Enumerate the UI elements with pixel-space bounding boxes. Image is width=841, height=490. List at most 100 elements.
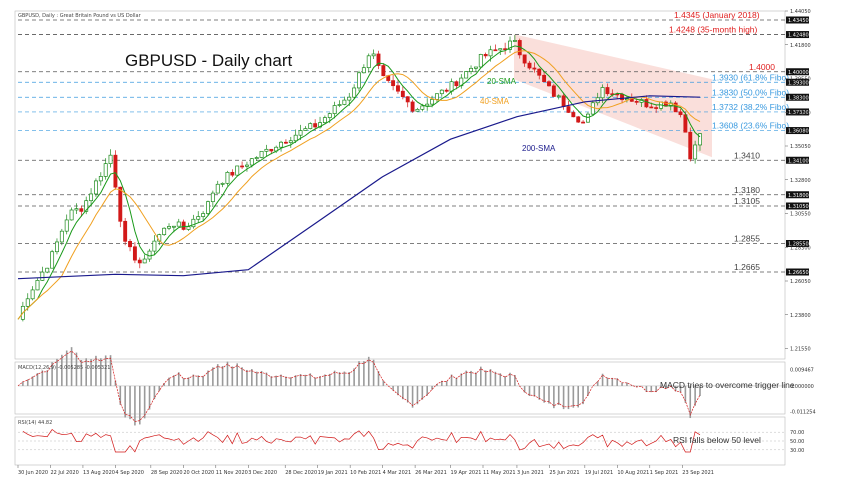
level-label: 1.4248 (35-month high) [669,25,758,35]
macd-series: 0.009467 0.000000 -0.011254 [17,347,816,426]
candle-body [542,74,547,83]
candle-body [698,133,702,146]
candle-body [678,111,683,116]
candle-body [176,221,181,227]
date-tick-label: 28 Dec 2020 [285,470,317,476]
candle-body [381,65,386,77]
candle-body [586,113,590,123]
candle-body [215,183,220,194]
level-label: 1.4000 [749,62,775,72]
candle-body [654,107,659,109]
candle-body [400,90,405,98]
macd-label: MACD(12,26,9) -0.005285 -0.005321 [18,365,110,371]
date-tick-label: 10 Aug 2021 [617,470,649,476]
candle-body [532,67,537,70]
candle-body [366,55,371,69]
candle-body [240,165,245,168]
candle-body [288,140,293,143]
level-lines: 1.4345 (January 2018) 1.4248 (35-month hi… [18,10,789,273]
candle-body [186,226,191,230]
level-label: 1.3410 [734,150,760,160]
candle-body [693,144,698,160]
candle-body [483,54,488,57]
candle-body [45,267,50,273]
candle-body [337,104,342,106]
candle-body [668,102,673,107]
candle-body [308,123,313,129]
date-tick-label: 26 Mar 2021 [415,470,447,476]
level-price-box [786,16,809,24]
candle-body [313,123,318,128]
candle-body [420,105,425,110]
level-label: 1.3830 (50.0% Fibo) [712,87,789,97]
candle-body [347,96,352,101]
candle-body [69,209,74,221]
candle-body [142,258,147,264]
macd-tick-label: 0.009467 [790,368,814,374]
candle-body [415,108,420,112]
level-price-box [786,93,809,101]
date-tick-label: 28 Sep 2020 [151,470,183,476]
candle-body [162,227,167,235]
candle-body [132,246,137,261]
level-price-value: 1.40000 [788,70,809,76]
level-label: 1.3930 (61.8% Fibo) [712,72,789,82]
candle-body [634,101,639,103]
candle-body [454,81,459,87]
candle-body [59,230,64,243]
candle-body [167,226,171,229]
candle-body [118,186,123,222]
candle-body [191,218,196,228]
candle-body [571,112,576,118]
level-price-value: 1.26650 [788,270,809,276]
date-tick-label: 19 Jan 2021 [318,470,348,476]
candle-body [74,208,79,211]
date-tick-label: 4 Sep 2020 [115,470,144,476]
level-price-box [786,191,809,199]
level-label: 1.3180 [734,185,760,195]
level-price-value: 1.37320 [788,110,809,116]
candle-body [249,158,254,166]
level-price-box [786,78,809,86]
candle-body [201,213,206,217]
candle-body [581,121,586,124]
candle-body [624,98,629,101]
level-price-box [786,108,809,116]
candle-body [673,102,678,113]
channel-area [514,34,712,158]
date-tick-label: 1 Sep 2021 [650,470,679,476]
candle-body [644,99,649,108]
candle-body [303,128,308,131]
candle-body [84,200,89,212]
candle-body [376,53,381,66]
candle-body [79,208,84,212]
macd-tick-label: -0.011254 [790,409,816,415]
level-label: 1.2855 [734,234,760,244]
candle-body [171,225,176,228]
level-price-value: 1.31800 [788,193,809,199]
level-price-box [786,268,809,276]
candle-body [464,71,469,79]
level-price-box [786,68,809,76]
date-tick-label: 30 Jun 2020 [18,470,48,476]
date-tick-label: 23 Sep 2021 [682,470,714,476]
level-price-value: 1.42480 [788,33,809,39]
date-tick-label: 22 Jul 2020 [50,470,78,476]
price-axis: 1.43450 1.42480 1.40000 1.39300 1.38300 1.373… [785,9,811,353]
price-tick-label: 1.32800 [790,178,811,184]
level-label: 1.3732 (38.2% Fibo) [712,102,789,112]
candle-body [327,113,332,118]
candle-body [512,40,517,42]
candle-body [35,280,40,291]
candle-body [357,72,361,89]
level-price-value: 1.28550 [788,242,809,248]
candle-body [113,154,118,188]
level-price-value: 1.31050 [788,204,809,210]
macd-signal-line [17,350,701,422]
candle-body [210,192,215,203]
moving-averages [17,45,701,320]
sma40-line [17,50,701,320]
candle-body [688,131,693,160]
